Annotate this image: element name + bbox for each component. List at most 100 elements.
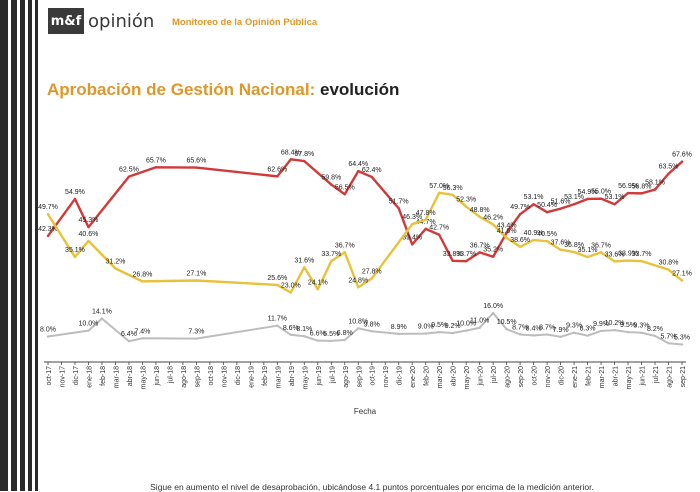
x-tick-label: jul-21 [653, 366, 660, 384]
data-label: 47.8% [416, 210, 436, 217]
x-tick-label: ene-19 [248, 366, 255, 388]
data-label: 65.6% [186, 158, 206, 165]
data-point [599, 197, 603, 200]
data-label: 44.7% [416, 219, 436, 226]
data-label: 24.1% [308, 279, 328, 286]
data-point [599, 329, 603, 333]
data-label: 7.9% [553, 327, 569, 334]
data-label: 55.0% [591, 189, 611, 196]
data-label: 9.0% [418, 324, 434, 331]
data-point [640, 259, 643, 263]
data-label: 62.4% [362, 167, 382, 174]
logo-text: opinión [88, 11, 155, 32]
x-tick-label: oct-19 [370, 366, 377, 386]
x-tick-label: nov-18 [221, 366, 228, 388]
data-point [464, 205, 468, 208]
data-point [532, 238, 535, 242]
data-label: 51.7% [389, 198, 409, 205]
data-point [87, 239, 90, 243]
data-point [559, 248, 562, 251]
data-point [586, 334, 589, 337]
data-point [411, 243, 414, 246]
data-point [599, 251, 603, 254]
data-point [680, 160, 684, 163]
data-label: 33.7% [321, 251, 341, 258]
data-label: 6.4% [121, 331, 137, 338]
data-label: 67.8% [294, 151, 314, 158]
x-tick-label: oct-18 [208, 366, 215, 386]
x-tick-label: feb-20 [424, 366, 431, 386]
x-tick-label: feb-21 [586, 366, 593, 386]
data-point [343, 338, 346, 342]
x-tick-label: oct-20 [532, 366, 539, 386]
data-point [491, 311, 495, 315]
data-label: 46.2% [483, 214, 503, 221]
data-label: 63.5% [659, 164, 679, 171]
data-point [640, 192, 643, 195]
x-tick-label: jun-19 [316, 366, 323, 387]
data-point [505, 328, 508, 331]
data-point [276, 283, 279, 287]
data-point [464, 329, 468, 332]
data-label: 6.5% [323, 331, 339, 338]
x-tick-label: ago-19 [343, 366, 350, 388]
data-label: 7.4% [134, 328, 150, 335]
data-label: 36.7% [591, 242, 611, 249]
data-label: 10.0% [456, 321, 476, 328]
data-label: 8.6% [283, 325, 299, 332]
data-label: 40.6% [79, 231, 99, 238]
data-label: 8.3% [580, 326, 596, 333]
data-point [114, 267, 117, 270]
x-tick-label: abr-20 [451, 366, 458, 386]
data-label: 33.9% [618, 251, 638, 258]
data-label: 50.4% [537, 202, 557, 209]
data-point [545, 210, 549, 214]
page-title: Aprobación de Gestión Nacional: evolució… [47, 80, 399, 100]
data-point [330, 183, 333, 186]
data-label: 48.8% [470, 207, 490, 214]
data-label: 53.1% [524, 194, 544, 201]
x-tick-label: nov-17 [59, 366, 66, 388]
data-point [505, 236, 508, 240]
tagline: Monitoreo de la Opinión Pública [172, 17, 318, 28]
data-label: 8.9% [391, 324, 407, 331]
x-tick-label: jun-21 [640, 366, 647, 387]
data-label: 27.1% [186, 271, 206, 278]
data-point [626, 191, 630, 195]
data-point [357, 327, 360, 330]
data-label: 35.1% [578, 247, 598, 254]
data-label: 9.5% [620, 322, 636, 329]
data-point [141, 337, 144, 340]
data-point [478, 251, 481, 254]
data-point [478, 215, 481, 219]
data-point [491, 223, 495, 226]
data-label: 49.7% [510, 204, 530, 211]
data-label: 26.8% [132, 271, 152, 278]
data-point [127, 340, 131, 343]
data-point [559, 207, 562, 210]
data-point [586, 255, 589, 259]
data-point [195, 337, 198, 340]
data-label: 9.3% [566, 323, 582, 330]
data-label: 10.8% [348, 318, 368, 325]
data-point [667, 342, 670, 345]
data-label: 36.8% [564, 242, 584, 249]
data-label: 56.8% [632, 183, 652, 190]
data-point [640, 331, 643, 334]
data-label: 8.2% [647, 326, 663, 333]
data-point [437, 191, 441, 194]
x-tick-label: jun-20 [478, 366, 485, 387]
data-point [289, 158, 293, 161]
data-point [451, 259, 454, 263]
data-label: 35.1% [65, 247, 85, 254]
data-point [653, 334, 657, 338]
data-label: 31.2% [106, 258, 126, 265]
data-point [195, 166, 198, 169]
series-line-1 [46, 191, 684, 294]
data-label: 27.8% [362, 268, 382, 275]
data-point [613, 203, 616, 206]
data-point [46, 234, 50, 238]
data-label: 8.0% [40, 327, 56, 334]
footnote: Sigue en aumento el nivel de desaprobaci… [150, 482, 594, 492]
